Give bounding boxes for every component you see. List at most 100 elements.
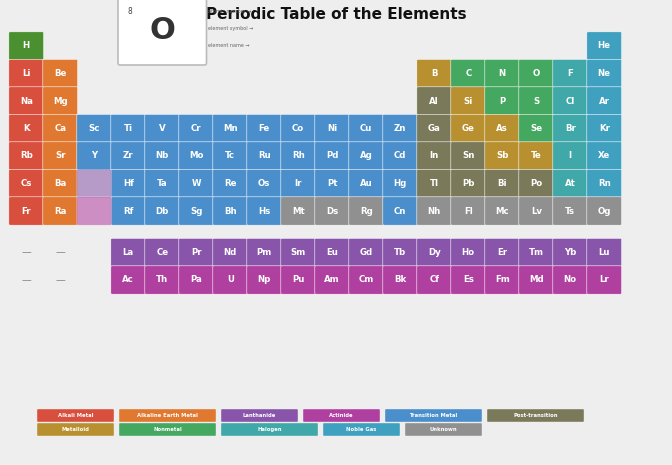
- FancyBboxPatch shape: [383, 114, 418, 143]
- Text: Fl: Fl: [464, 206, 472, 215]
- FancyBboxPatch shape: [37, 409, 114, 422]
- FancyBboxPatch shape: [314, 169, 349, 198]
- FancyBboxPatch shape: [144, 142, 179, 170]
- Text: Ho: Ho: [462, 248, 475, 257]
- FancyBboxPatch shape: [485, 266, 519, 294]
- Text: Li: Li: [22, 69, 30, 78]
- Text: Lr: Lr: [599, 275, 609, 285]
- FancyBboxPatch shape: [314, 114, 349, 143]
- Text: Cd: Cd: [394, 152, 407, 160]
- FancyBboxPatch shape: [314, 142, 349, 170]
- Text: Ac: Ac: [122, 275, 134, 285]
- FancyBboxPatch shape: [314, 238, 349, 267]
- Text: Bh: Bh: [224, 206, 237, 215]
- FancyBboxPatch shape: [37, 423, 114, 436]
- FancyBboxPatch shape: [519, 142, 554, 170]
- Text: Gd: Gd: [360, 248, 373, 257]
- FancyBboxPatch shape: [487, 409, 584, 422]
- Text: La: La: [123, 248, 134, 257]
- FancyBboxPatch shape: [451, 60, 486, 88]
- FancyBboxPatch shape: [553, 238, 588, 267]
- FancyBboxPatch shape: [43, 114, 78, 143]
- Text: Cu: Cu: [360, 124, 372, 133]
- Text: Re: Re: [224, 179, 237, 188]
- FancyBboxPatch shape: [485, 60, 519, 88]
- Text: Bk: Bk: [394, 275, 407, 285]
- FancyBboxPatch shape: [587, 60, 622, 88]
- FancyBboxPatch shape: [281, 238, 316, 267]
- FancyBboxPatch shape: [553, 87, 588, 115]
- FancyBboxPatch shape: [519, 197, 554, 225]
- Text: Cl: Cl: [566, 97, 575, 106]
- Text: Tc: Tc: [225, 152, 235, 160]
- Text: He: He: [598, 41, 611, 51]
- Text: Rg: Rg: [360, 206, 373, 215]
- FancyBboxPatch shape: [247, 197, 282, 225]
- FancyBboxPatch shape: [417, 60, 452, 88]
- FancyBboxPatch shape: [485, 197, 519, 225]
- Text: Hf: Hf: [123, 179, 134, 188]
- FancyBboxPatch shape: [417, 114, 452, 143]
- FancyBboxPatch shape: [119, 409, 216, 422]
- Text: Ga: Ga: [428, 124, 441, 133]
- FancyBboxPatch shape: [179, 238, 214, 267]
- FancyBboxPatch shape: [417, 169, 452, 198]
- FancyBboxPatch shape: [77, 142, 112, 170]
- FancyBboxPatch shape: [179, 169, 214, 198]
- Text: K: K: [23, 124, 30, 133]
- FancyBboxPatch shape: [587, 238, 622, 267]
- FancyBboxPatch shape: [111, 238, 146, 267]
- Text: Mo: Mo: [189, 152, 204, 160]
- FancyBboxPatch shape: [553, 169, 588, 198]
- Text: F: F: [567, 69, 573, 78]
- Text: Sg: Sg: [190, 206, 202, 215]
- FancyBboxPatch shape: [519, 60, 554, 88]
- Text: Be: Be: [54, 69, 67, 78]
- Text: atomic number →: atomic number →: [208, 9, 252, 14]
- Text: Zr: Zr: [123, 152, 134, 160]
- Text: Transition Metal: Transition Metal: [409, 413, 458, 418]
- Text: Lv: Lv: [531, 206, 542, 215]
- Text: Ca: Ca: [54, 124, 67, 133]
- FancyBboxPatch shape: [179, 114, 214, 143]
- Text: Mn: Mn: [223, 124, 238, 133]
- FancyBboxPatch shape: [303, 409, 380, 422]
- Text: Na: Na: [19, 97, 33, 106]
- FancyBboxPatch shape: [383, 266, 418, 294]
- Text: Br: Br: [564, 124, 576, 133]
- Text: Nh: Nh: [427, 206, 441, 215]
- FancyBboxPatch shape: [383, 238, 418, 267]
- Text: 8: 8: [128, 7, 133, 16]
- Text: Yb: Yb: [564, 248, 577, 257]
- FancyBboxPatch shape: [323, 423, 400, 436]
- FancyBboxPatch shape: [111, 266, 146, 294]
- Text: element name →: element name →: [208, 43, 250, 48]
- Text: Cr: Cr: [191, 124, 202, 133]
- Text: —: —: [22, 275, 31, 285]
- Text: H: H: [23, 41, 30, 51]
- Text: B: B: [431, 69, 437, 78]
- FancyBboxPatch shape: [77, 197, 112, 225]
- FancyBboxPatch shape: [451, 142, 486, 170]
- FancyBboxPatch shape: [485, 142, 519, 170]
- FancyBboxPatch shape: [519, 114, 554, 143]
- FancyBboxPatch shape: [485, 238, 519, 267]
- FancyBboxPatch shape: [111, 142, 146, 170]
- Text: Tl: Tl: [430, 179, 439, 188]
- FancyBboxPatch shape: [587, 197, 622, 225]
- FancyBboxPatch shape: [247, 169, 282, 198]
- FancyBboxPatch shape: [587, 169, 622, 198]
- FancyBboxPatch shape: [247, 142, 282, 170]
- Text: Sb: Sb: [496, 152, 509, 160]
- Text: Rf: Rf: [123, 206, 134, 215]
- FancyBboxPatch shape: [417, 238, 452, 267]
- Text: Pb: Pb: [462, 179, 474, 188]
- Text: Bi: Bi: [497, 179, 507, 188]
- FancyBboxPatch shape: [405, 423, 482, 436]
- Text: Nd: Nd: [224, 248, 237, 257]
- FancyBboxPatch shape: [349, 197, 384, 225]
- Text: O: O: [533, 69, 540, 78]
- FancyBboxPatch shape: [144, 238, 179, 267]
- FancyBboxPatch shape: [9, 87, 44, 115]
- FancyBboxPatch shape: [111, 114, 146, 143]
